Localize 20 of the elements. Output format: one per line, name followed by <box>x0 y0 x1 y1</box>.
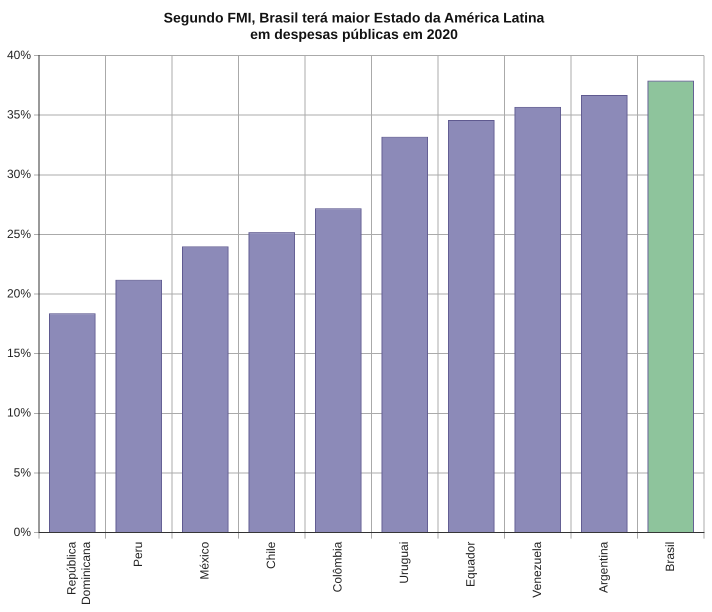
x-tick-label: Brasil <box>663 542 678 572</box>
y-tick-label: 25% <box>6 226 32 241</box>
x-tick-label: Equador <box>464 542 478 588</box>
y-tick-label: 20% <box>6 286 32 300</box>
chart-title: Segundo FMI, Brasil terá maior Estado da América Latina em despesas públicas em 2020 <box>164 9 545 42</box>
x-tick-label: Uruguai <box>397 542 412 584</box>
x-tick-label: Colômbia <box>330 541 345 592</box>
y-tick-label: 10% <box>6 406 32 420</box>
y-tick-label: 35% <box>6 108 32 122</box>
x-tick-label: México <box>198 541 212 580</box>
x-tick-label: Venezuela <box>530 541 544 598</box>
y-tick-label: 30% <box>6 167 32 182</box>
x-tick-label: Chile <box>264 541 278 569</box>
x-tick-label: Peru <box>131 542 146 567</box>
y-tick-label: 15% <box>6 346 32 360</box>
y-tick-label: 40% <box>6 48 32 62</box>
y-tick-label: 0% <box>14 524 32 539</box>
x-tick-label: Argentina <box>596 541 611 594</box>
x-tick-label: República Dominicana <box>64 541 93 606</box>
y-tick-label: 5% <box>14 465 32 480</box>
